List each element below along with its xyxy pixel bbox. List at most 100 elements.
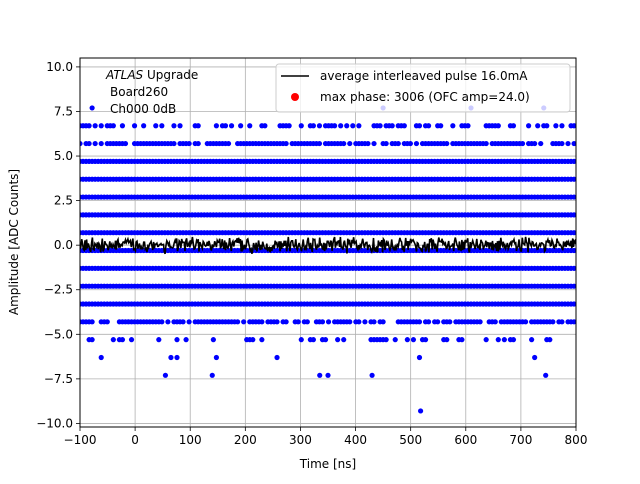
x-tick-label: 300 xyxy=(289,433,312,447)
x-tick-label: 700 xyxy=(509,433,532,447)
sample-point xyxy=(495,337,501,343)
sample-point xyxy=(550,319,556,325)
sample-point xyxy=(510,123,517,129)
sample-point xyxy=(571,212,576,218)
sample-point xyxy=(171,123,177,129)
sample-point xyxy=(571,140,576,147)
sample-point xyxy=(501,337,507,343)
sample-point xyxy=(213,123,219,129)
y-axis-ticks: −10.0 −7.5 −5.0 −2.5 0.0 2.5 5.0 7.5 10.0 xyxy=(36,60,80,430)
sample-point xyxy=(444,140,450,147)
y-tick-label: −10.0 xyxy=(36,416,73,430)
x-tick-label: 400 xyxy=(344,433,367,447)
x-axis-ticks: −100 0 100 200 300 400 500 600 700 800 xyxy=(64,427,587,447)
sample-point xyxy=(286,123,292,129)
sample-point xyxy=(522,319,529,325)
sample-point xyxy=(526,123,532,129)
sample-point xyxy=(369,372,375,378)
legend-marker-swatch xyxy=(291,93,299,101)
sample-point xyxy=(389,123,395,129)
sample-point xyxy=(450,123,456,129)
sample-point xyxy=(98,354,104,361)
sample-point xyxy=(571,194,576,200)
sample-point xyxy=(80,140,83,147)
sample-point xyxy=(259,337,265,343)
sample-point xyxy=(319,319,326,325)
sample-point xyxy=(371,140,377,147)
sample-point xyxy=(119,123,126,129)
sample-point xyxy=(383,337,389,343)
sample-point xyxy=(274,354,280,361)
sample-point xyxy=(544,123,550,129)
sample-point xyxy=(529,337,535,343)
sample-point xyxy=(89,319,95,325)
sample-point xyxy=(416,354,423,361)
sample-point xyxy=(241,319,247,325)
sample-point xyxy=(425,123,432,129)
sample-point xyxy=(316,140,323,147)
sample-point xyxy=(110,123,116,129)
sample-point xyxy=(295,319,301,325)
legend-entry-average: average interleaved pulse 16.0mA xyxy=(320,69,528,83)
sample-point xyxy=(465,123,471,129)
sample-point xyxy=(128,337,135,343)
sample-point xyxy=(571,265,576,271)
sample-point xyxy=(483,140,489,147)
sample-point xyxy=(422,337,429,343)
sample-point xyxy=(86,140,92,147)
sample-point xyxy=(186,319,192,325)
sample-point xyxy=(417,408,424,414)
sample-point xyxy=(444,337,450,343)
sample-point xyxy=(571,176,576,182)
sample-point xyxy=(153,123,159,129)
sample-point xyxy=(98,140,104,147)
sample-point xyxy=(435,319,441,325)
sample-point xyxy=(168,354,174,361)
sample-point xyxy=(416,123,423,129)
sample-point xyxy=(250,337,256,343)
y-tick-label: 5.0 xyxy=(54,149,73,163)
sample-point xyxy=(122,140,129,147)
sample-point xyxy=(510,337,517,343)
sample-point xyxy=(543,372,549,378)
sample-point xyxy=(316,123,323,129)
sample-point xyxy=(459,337,465,343)
sample-point xyxy=(365,140,371,147)
y-tick-label: 2.5 xyxy=(54,194,73,208)
sample-point xyxy=(110,337,116,343)
sample-point xyxy=(262,123,268,129)
sample-point xyxy=(371,319,377,325)
sample-point xyxy=(559,140,565,147)
atlas-annotation: ATLAS Upgrade Board260 Ch000 0dB xyxy=(105,68,198,116)
atlas-label: ATLAS xyxy=(105,68,144,82)
sample-point xyxy=(495,123,501,129)
sample-point xyxy=(180,319,186,325)
sample-point xyxy=(344,123,350,129)
sample-point xyxy=(165,319,171,325)
sample-point xyxy=(119,337,126,343)
y-tick-label: −7.5 xyxy=(44,372,73,386)
x-axis-label: Time [ns] xyxy=(299,457,356,471)
sample-point xyxy=(171,140,177,147)
sample-point xyxy=(235,319,241,325)
sample-point xyxy=(274,319,280,325)
sample-point xyxy=(310,337,316,343)
sample-point xyxy=(438,123,444,129)
sample-point xyxy=(377,123,383,129)
sample-point xyxy=(571,247,576,254)
sample-point xyxy=(304,319,310,325)
scatter-series xyxy=(80,105,576,414)
sample-point xyxy=(547,337,553,343)
x-tick-label: 200 xyxy=(234,433,257,447)
sample-point xyxy=(395,140,401,147)
sample-point xyxy=(413,140,420,147)
sample-point xyxy=(483,337,489,343)
x-tick-label: 100 xyxy=(179,433,202,447)
sample-point xyxy=(335,337,341,343)
sample-point xyxy=(380,319,386,325)
sample-point xyxy=(92,123,98,129)
x-tick-label: 0 xyxy=(131,433,139,447)
sample-point xyxy=(98,123,104,129)
sample-point xyxy=(247,123,253,129)
